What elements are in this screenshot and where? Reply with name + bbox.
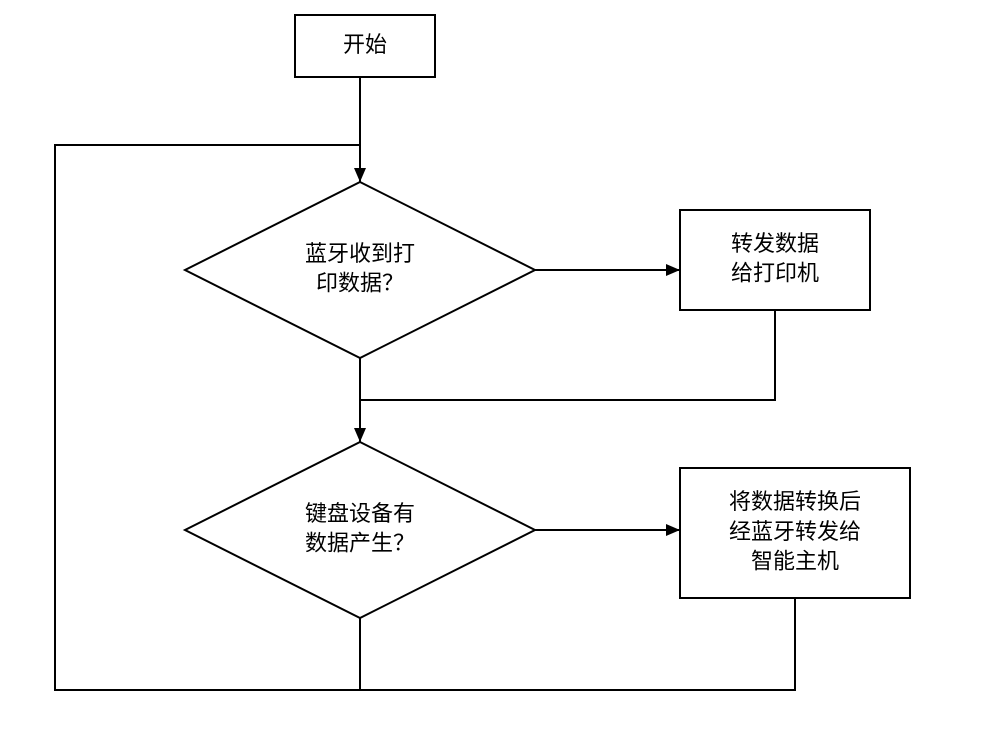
action1-label-1: 给打印机 [731, 261, 819, 286]
action1-label-0: 转发数据 [731, 231, 819, 256]
start-label-0: 开始 [343, 32, 387, 57]
action2-label-1: 经蓝牙转发给 [729, 519, 861, 544]
action2-label-0: 将数据转换后 [729, 489, 861, 514]
decision1-label-0: 蓝牙收到打 [305, 241, 415, 266]
decision2-label-0: 键盘设备有 [305, 501, 415, 526]
decision2-label-1: 数据产生？ [305, 531, 415, 556]
action2-label-2: 智能主机 [751, 549, 839, 574]
decision1-label-1: 印数据？ [316, 271, 404, 296]
